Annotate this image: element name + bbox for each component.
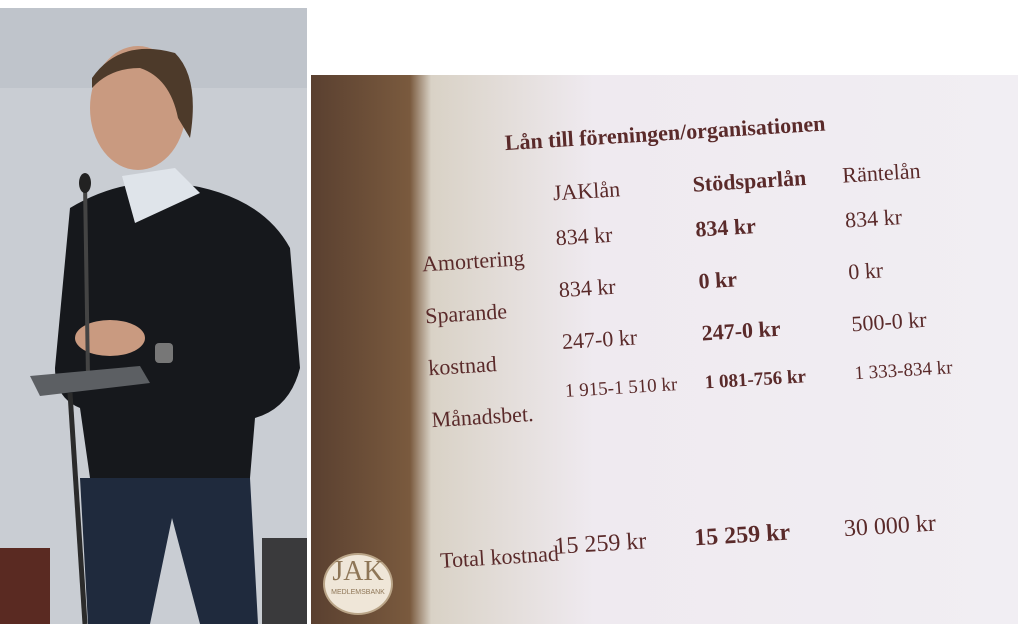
row-label: kostnad [428,351,498,381]
cell: 247-0 kr [701,316,781,347]
total-label: Total kostnad [439,541,559,574]
mic-head [79,173,91,193]
cell: 0 kr [848,257,884,285]
cell: 500-0 kr [851,307,928,338]
cell: 834 kr [558,274,616,303]
column-header: Räntelån [842,158,922,189]
cell: 1 081-756 kr [704,366,806,394]
column-header: Stödsparlån [692,165,807,198]
cell: 0 kr [698,266,738,294]
logo-text: JAK [325,555,391,589]
watch [155,343,173,363]
projected-slide: Lån till föreningen/organisationen JAKlå… [391,75,1018,624]
total-cell: 30 000 kr [843,511,936,544]
row-label: Amortering [421,245,525,277]
total-cell: 15 259 kr [693,519,790,552]
slide-photo: Lån till föreningen/organisationen JAKlå… [311,75,1018,624]
slide-title: Lån till föreningen/organisationen [504,111,826,157]
chair [0,548,50,624]
speaker-box [262,538,307,624]
logo: JAK MEDLEMSBANK [323,553,393,615]
cell: 1 915-1 510 kr [564,374,678,403]
cell: 1 333-834 kr [854,357,953,385]
cell: 834 kr [695,213,757,243]
page: {"slide": {"title": "Lån till föreningen… [0,0,1018,624]
cell: 834 kr [844,204,902,233]
total-cell: 15 259 kr [554,528,647,561]
cell: 834 kr [555,222,613,251]
speaker-photo [0,8,307,624]
column-header: JAKlån [552,176,621,206]
cell: 247-0 kr [561,324,638,355]
row-label: Sparande [424,298,507,329]
speaker-drawing [0,8,307,624]
logo-subtext: MEDLEMSBANK [325,589,391,596]
row-label: Månadsbet. [431,401,534,433]
